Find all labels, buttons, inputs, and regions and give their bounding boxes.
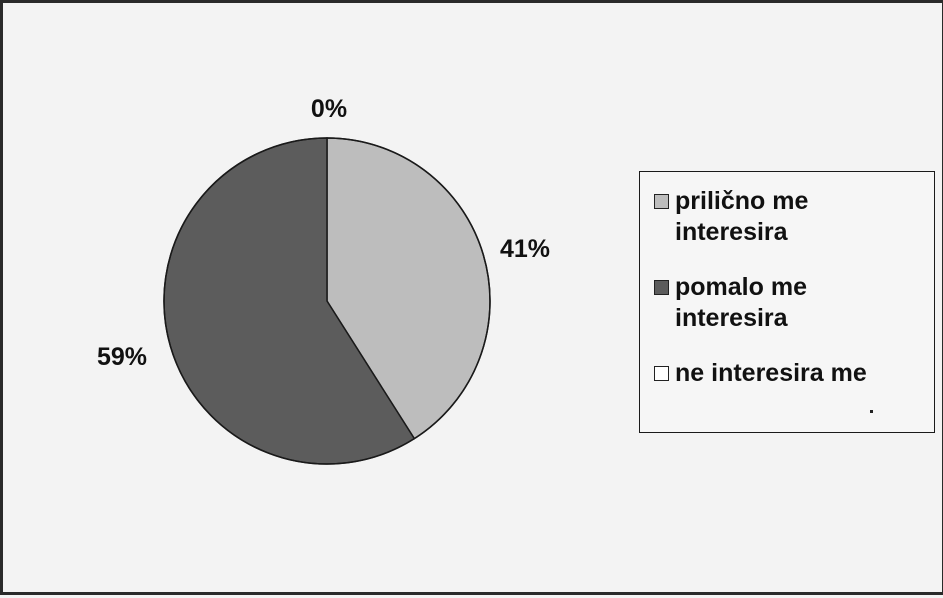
legend-label-line1: ne interesira me (675, 359, 867, 387)
legend-label: pomalo me interesira (675, 272, 807, 334)
legend-item-pricno: prilično me interesira (654, 186, 808, 248)
legend-item-ne-interesira: ne interesira me (654, 358, 867, 389)
pie-outline (163, 137, 491, 465)
legend: prilično me interesira pomalo me interes… (639, 171, 935, 433)
pie-chart: 41% 59% 0% (97, 95, 550, 465)
data-label: 41% (500, 235, 550, 263)
legend-label-line1: pomalo me (675, 273, 807, 301)
legend-label: prilično me interesira (675, 186, 808, 248)
legend-label-line2: interesira (675, 304, 788, 332)
legend-label-line2: interesira (675, 218, 788, 246)
legend-item-pomalo: pomalo me interesira (654, 272, 807, 334)
legend-label: ne interesira me (675, 358, 867, 389)
data-label: 0% (311, 95, 347, 123)
legend-label-line1: prilično me (675, 187, 809, 215)
stray-dot (870, 410, 873, 413)
legend-swatch-white (654, 366, 669, 381)
legend-swatch-light-gray (654, 194, 669, 209)
legend-swatch-dark-gray (654, 280, 669, 295)
data-label: 59% (97, 343, 147, 371)
